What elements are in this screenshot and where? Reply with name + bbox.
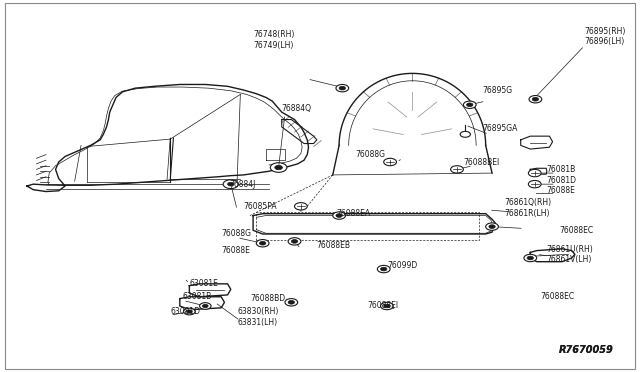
Circle shape	[384, 158, 396, 166]
Circle shape	[529, 169, 541, 177]
Text: 76895G: 76895G	[483, 86, 513, 94]
Circle shape	[486, 223, 499, 230]
Text: R7670059: R7670059	[559, 345, 614, 355]
Circle shape	[529, 96, 541, 103]
Text: 76088E: 76088E	[546, 186, 575, 195]
Circle shape	[529, 180, 541, 188]
Text: 76088EI: 76088EI	[368, 301, 399, 311]
Text: 76895(RH)
76896(LH): 76895(RH) 76896(LH)	[584, 27, 626, 46]
Text: 76884Q: 76884Q	[282, 104, 312, 113]
Text: 76884J: 76884J	[230, 180, 256, 189]
Text: 76088EB: 76088EB	[317, 241, 351, 250]
Text: 63081B: 63081B	[183, 292, 212, 301]
Circle shape	[378, 265, 390, 273]
Text: 63830(RH)
63831(LH): 63830(RH) 63831(LH)	[237, 307, 278, 327]
Circle shape	[256, 240, 269, 247]
Circle shape	[223, 180, 239, 189]
Circle shape	[381, 302, 394, 310]
Text: 63081E: 63081E	[189, 279, 218, 288]
Circle shape	[228, 182, 234, 186]
Circle shape	[336, 84, 349, 92]
Text: 76088G: 76088G	[221, 230, 252, 238]
Text: 76748(RH)
76749(LH): 76748(RH) 76749(LH)	[253, 31, 294, 50]
Text: 76081D: 76081D	[546, 176, 576, 185]
Circle shape	[532, 97, 539, 101]
Text: 76099D: 76099D	[387, 261, 417, 270]
Circle shape	[463, 101, 476, 109]
Text: 76088EA: 76088EA	[336, 209, 370, 218]
Text: 76861U(RH)
76861V(LH): 76861U(RH) 76861V(LH)	[546, 245, 593, 264]
Circle shape	[524, 254, 537, 262]
Circle shape	[460, 131, 470, 137]
Circle shape	[202, 304, 208, 308]
Circle shape	[288, 301, 294, 304]
Circle shape	[200, 303, 211, 310]
Circle shape	[467, 103, 473, 107]
Text: 76895GA: 76895GA	[483, 124, 518, 133]
Circle shape	[285, 299, 298, 306]
Circle shape	[291, 240, 298, 243]
Text: 76085PA: 76085PA	[244, 202, 277, 211]
Circle shape	[384, 304, 390, 308]
Circle shape	[294, 203, 307, 210]
Circle shape	[333, 212, 346, 219]
Circle shape	[288, 238, 301, 245]
Circle shape	[275, 165, 282, 170]
Text: 63081D: 63081D	[170, 307, 200, 316]
Circle shape	[339, 86, 346, 90]
Circle shape	[259, 241, 266, 245]
Text: 76081B: 76081B	[546, 165, 575, 174]
Circle shape	[270, 163, 287, 172]
Circle shape	[451, 166, 463, 173]
Text: 76088EC: 76088EC	[540, 292, 574, 301]
Circle shape	[527, 256, 534, 260]
Text: R7670059: R7670059	[559, 345, 614, 355]
Circle shape	[186, 310, 192, 313]
Text: 76088E: 76088E	[221, 246, 250, 255]
Text: 76088BEI: 76088BEI	[463, 157, 500, 167]
Text: 76861Q(RH)
76861R(LH): 76861Q(RH) 76861R(LH)	[505, 198, 552, 218]
Circle shape	[184, 308, 195, 315]
Circle shape	[489, 225, 495, 228]
Text: 76088EC: 76088EC	[559, 226, 593, 235]
Circle shape	[336, 214, 342, 217]
Text: 76088BD: 76088BD	[250, 294, 285, 303]
Text: 76088G: 76088G	[355, 150, 385, 159]
Circle shape	[381, 267, 387, 271]
